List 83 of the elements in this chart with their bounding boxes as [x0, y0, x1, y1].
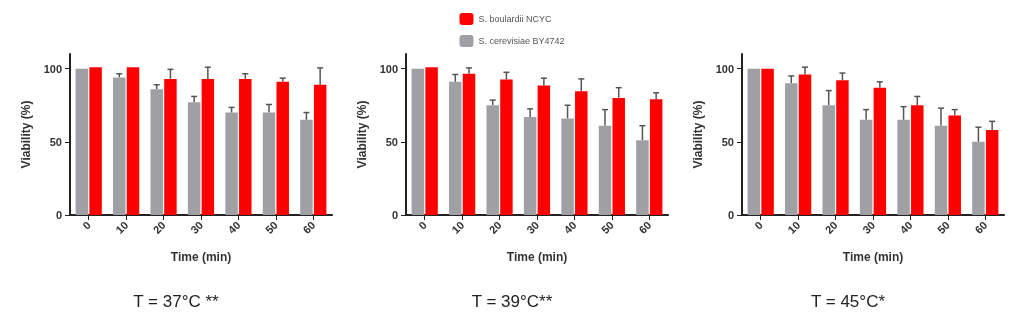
bar	[276, 81, 289, 215]
x-axis-title: Time (min)	[842, 250, 904, 264]
x-tick-label: 50	[934, 218, 953, 236]
bar	[425, 67, 438, 215]
x-tick-label: 40	[225, 218, 243, 236]
bar	[575, 91, 588, 215]
x-tick-label: 50	[262, 218, 281, 236]
bar	[911, 105, 924, 215]
y-tick-label: 50	[721, 135, 734, 148]
x-tick-label: 40	[897, 218, 915, 236]
bar	[126, 67, 140, 215]
y-tick-label: 100	[43, 62, 62, 75]
y-axis-title: Viability (%)	[355, 100, 369, 169]
bar	[239, 78, 252, 215]
bar	[225, 112, 238, 215]
legend-label: S. boulardii NCYC	[478, 14, 552, 24]
bar	[164, 78, 177, 215]
bar	[873, 87, 887, 215]
bar	[747, 68, 761, 215]
bar	[462, 73, 476, 215]
x-tick-label: 30	[860, 218, 878, 236]
x-tick-label: 60	[636, 218, 654, 236]
bar	[537, 85, 551, 215]
bar	[113, 77, 126, 215]
bar	[449, 81, 462, 215]
x-tick-label: 10	[785, 218, 803, 236]
y-tick-label: 100	[715, 62, 734, 75]
bar	[598, 125, 612, 215]
y-axis-title: Viability (%)	[19, 100, 33, 169]
bar	[89, 67, 102, 215]
y-tick-label: 0	[55, 209, 62, 221]
bar	[948, 115, 961, 215]
bar	[761, 68, 774, 215]
bar	[836, 80, 849, 215]
y-tick-label: 50	[49, 135, 62, 148]
bar	[972, 141, 985, 215]
bar	[798, 74, 812, 215]
bar	[985, 130, 999, 215]
y-axis-title: Viability (%)	[691, 100, 705, 169]
text: T = 37°C **	[133, 292, 220, 311]
bar	[649, 99, 663, 215]
x-tick-label: 0	[416, 218, 429, 232]
x-tick-label: 50	[598, 218, 617, 236]
bar	[300, 119, 313, 215]
bar	[859, 119, 873, 215]
x-axis-title: Time (min)	[170, 250, 232, 264]
x-tick-label: 20	[486, 218, 504, 236]
x-tick-label: 0	[80, 218, 93, 232]
x-tick-label: 10	[113, 218, 131, 236]
y-tick-label: 100	[379, 62, 398, 75]
bar	[187, 102, 201, 215]
x-tick-label: 40	[561, 218, 579, 236]
text: T = 39°C**	[471, 292, 553, 311]
bar	[636, 140, 649, 215]
x-tick-label: 0	[752, 218, 765, 232]
bar	[201, 78, 215, 215]
y-tick-label: 0	[727, 209, 734, 221]
bar	[561, 118, 574, 215]
x-tick-label: 30	[524, 218, 542, 236]
bar	[897, 119, 910, 215]
bar	[313, 84, 327, 215]
legend-label: S. cerevisiae BY4742	[478, 36, 565, 46]
text: T = 45°C*	[810, 292, 886, 311]
x-tick-label: 10	[449, 218, 467, 236]
bar	[785, 83, 798, 215]
bar	[523, 116, 537, 215]
bar	[822, 105, 835, 215]
bar	[500, 79, 513, 215]
x-axis-title: Time (min)	[506, 250, 568, 264]
bar	[75, 68, 89, 215]
bar	[150, 89, 163, 215]
x-tick-label: 20	[822, 218, 840, 236]
bar	[486, 105, 499, 215]
x-tick-label: 60	[300, 218, 318, 236]
bar	[612, 97, 625, 215]
x-tick-label: 20	[150, 218, 168, 236]
y-tick-label: 50	[385, 135, 398, 148]
bar	[934, 125, 948, 215]
x-tick-label: 60	[972, 218, 990, 236]
x-tick-label: 30	[188, 218, 206, 236]
y-tick-label: 0	[391, 209, 398, 221]
bar	[262, 112, 276, 215]
bar	[411, 68, 425, 215]
